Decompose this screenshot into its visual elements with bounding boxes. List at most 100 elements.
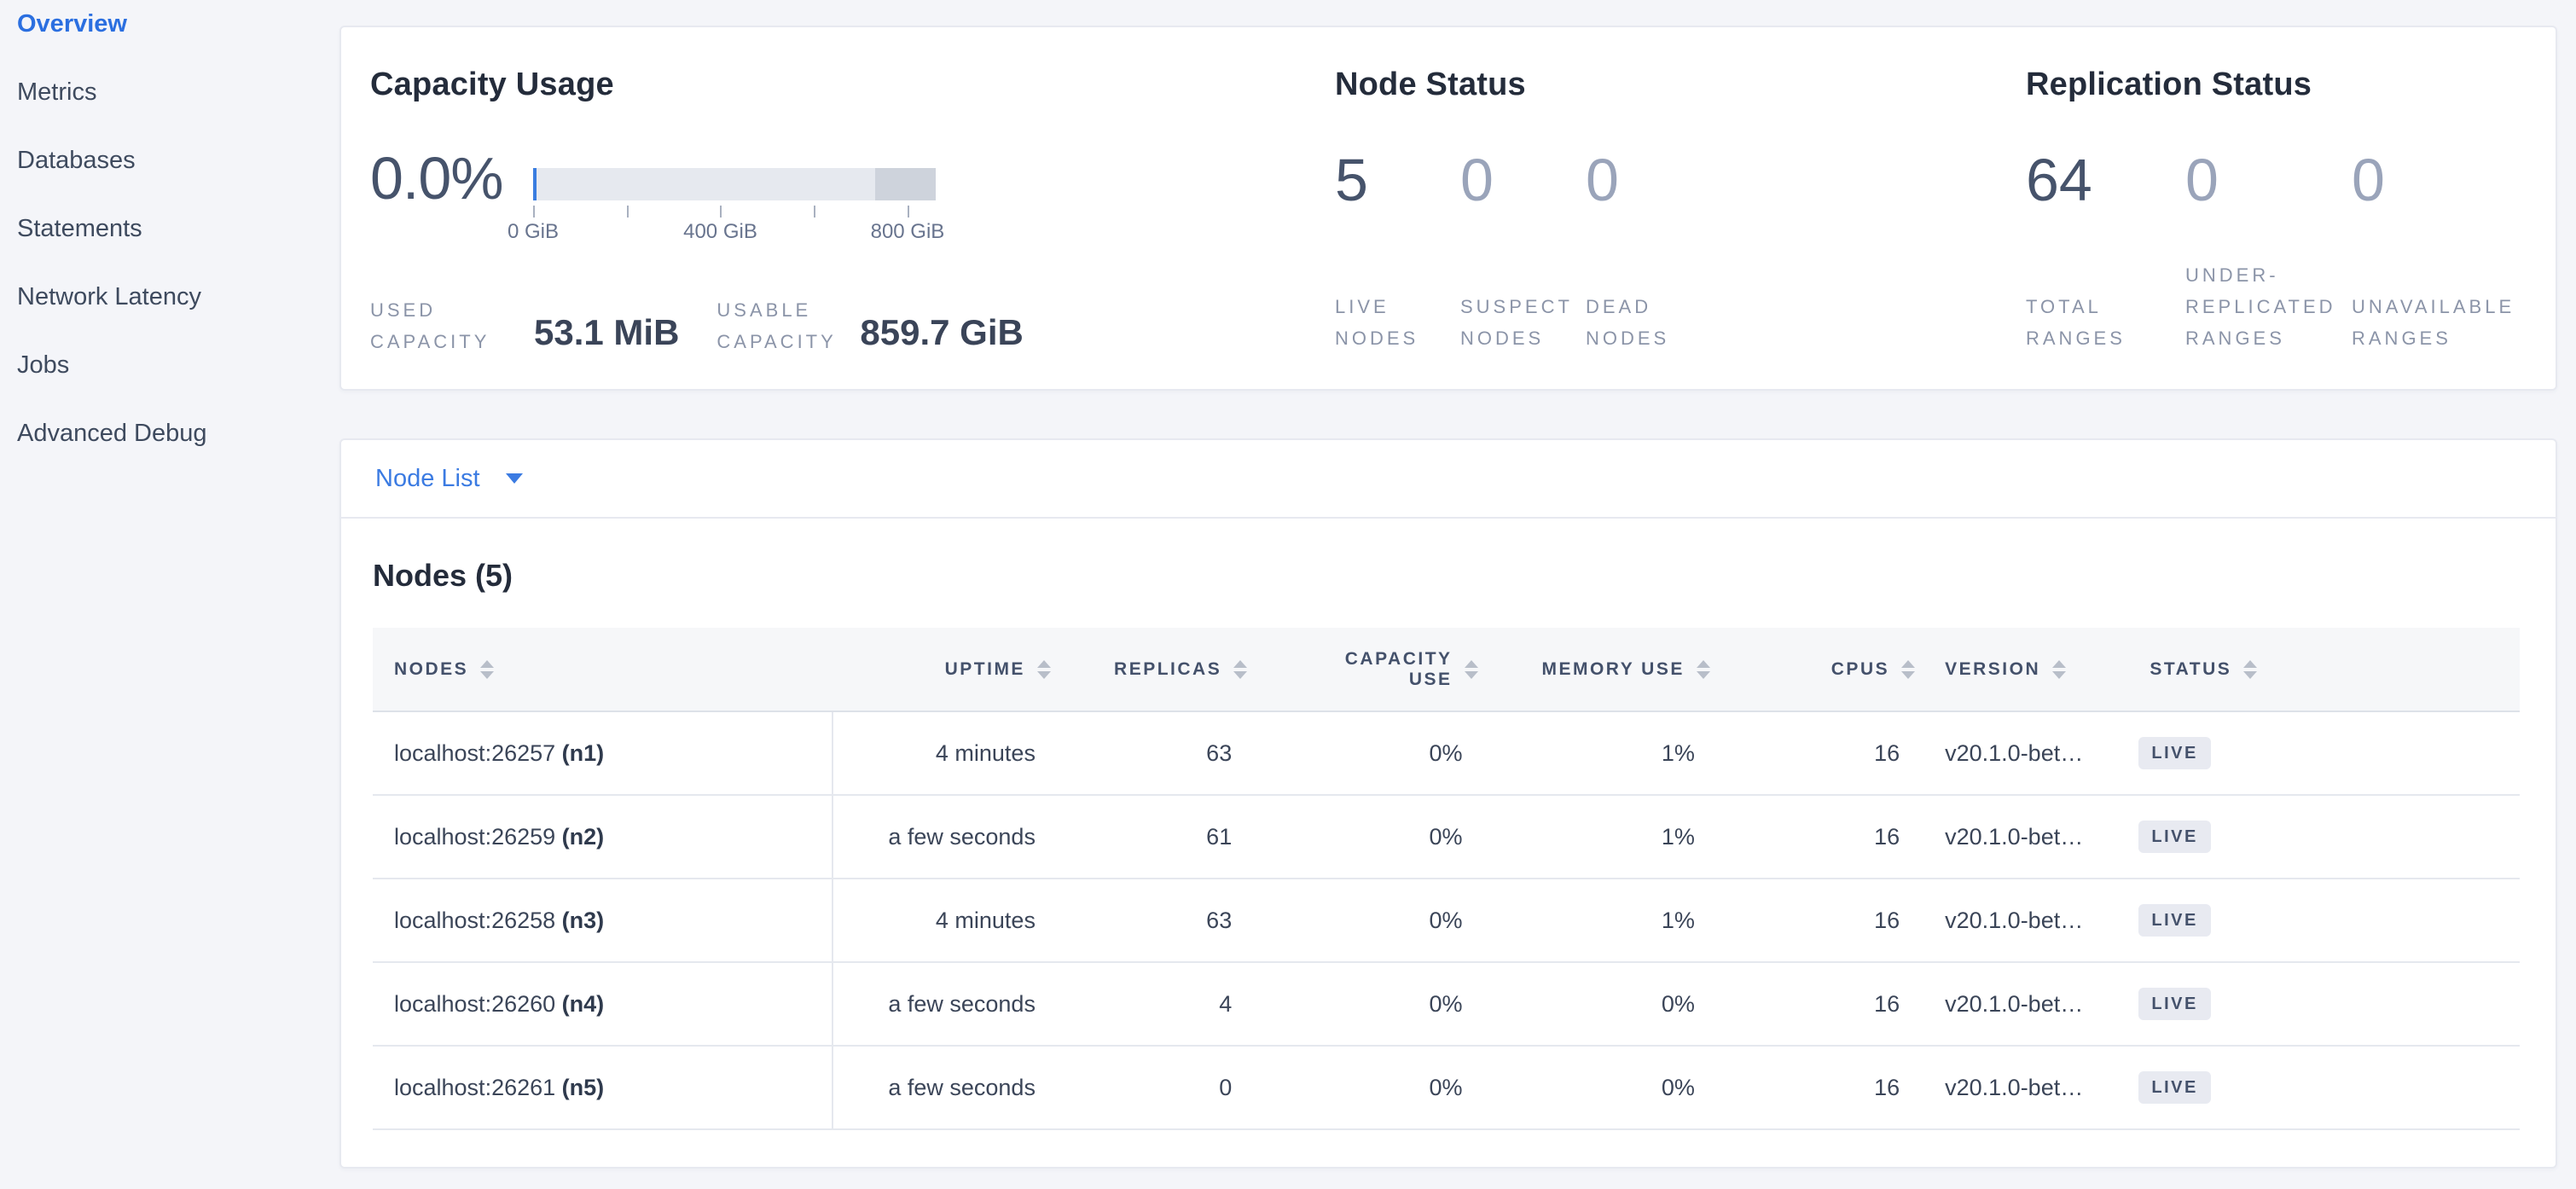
nodes-table-section: Nodes (5) NODES UPTIME REPLICAS CAPACITY US… [341, 558, 2556, 1130]
column-header-memory-use[interactable]: MEMORY USE [1486, 628, 1719, 712]
column-header-uptime[interactable]: UPTIME [832, 628, 1059, 712]
suspect-nodes-label: SUSPECT NODES [1460, 296, 1573, 349]
capacity-use-cell: 0% [1256, 1046, 1487, 1130]
column-header-replicas[interactable]: REPLICAS [1059, 628, 1256, 712]
column-header-capacity-use[interactable]: CAPACITY USE [1256, 628, 1487, 712]
total-ranges-value: 64 [2026, 147, 2092, 213]
column-header-cpus[interactable]: CPUS [1718, 628, 1924, 712]
nodes-table-title: Nodes (5) [373, 558, 513, 593]
uptime-cell: a few seconds [832, 795, 1059, 879]
sort-arrows-icon[interactable] [1036, 659, 1051, 679]
live-nodes-stat: 5 LIVE NODES [1335, 149, 1460, 354]
axis-tick-label: 800 GiB [870, 220, 945, 243]
replication-status-panel: Replication Status 64 TOTAL RANGES 0 UNDER-… [2026, 67, 2556, 389]
sort-asc-icon [1464, 659, 1478, 668]
node-address[interactable]: localhost:26261 [394, 1074, 556, 1100]
chevron-down-icon[interactable] [505, 473, 523, 484]
sidebar-item-advanced-debug[interactable]: Advanced Debug [17, 419, 207, 447]
sort-arrows-icon[interactable] [1901, 659, 1916, 679]
suspect-nodes-value: 0 [1460, 147, 1494, 213]
sort-asc-icon [1901, 659, 1916, 668]
sort-desc-icon [1233, 670, 1248, 679]
dead-nodes-value: 0 [1586, 147, 1619, 213]
node-address[interactable]: localhost:26260 [394, 990, 556, 1017]
sidebar-item-metrics[interactable]: Metrics [17, 78, 97, 106]
sort-arrows-icon[interactable] [2243, 659, 2258, 679]
column-label: CAPACITY USE [1344, 648, 1453, 689]
capacity-usage-panel: Capacity Usage 0.0% 0 GiB 400 GiB 800 GiB … [370, 67, 1335, 389]
sidebar-item-databases[interactable]: Databases [17, 146, 136, 174]
status-cell: LIVE [2128, 1046, 2520, 1130]
sort-arrows-icon[interactable] [1233, 659, 1248, 679]
sort-arrows-icon[interactable] [1696, 659, 1710, 679]
table-row: localhost:26259 (n2) a few seconds 61 0% 1% 1… [373, 795, 2520, 879]
sort-arrows-icon[interactable] [2052, 659, 2067, 679]
under-replicated-ranges-value: 0 [2185, 147, 2219, 213]
version-cell: v20.1.0-bet… [1923, 711, 2129, 796]
version-cell: v20.1.0-bet… [1923, 962, 2129, 1047]
sort-asc-icon [1696, 659, 1710, 668]
status-cell: LIVE [2128, 711, 2520, 796]
column-label: NODES [394, 658, 469, 679]
under-replicated-ranges-stat: 0 UNDER-REPLICATED RANGES [2185, 149, 2352, 354]
node-address-cell[interactable]: localhost:26259 (n2) [373, 795, 833, 879]
node-id: (n3) [561, 907, 605, 933]
used-capacity-marker [533, 168, 537, 200]
node-address[interactable]: localhost:26257 [394, 740, 556, 766]
capacity-gauge-dark-segment [875, 168, 936, 200]
capacity-use-cell: 0% [1256, 962, 1487, 1047]
node-address-cell[interactable]: localhost:26258 (n3) [373, 879, 833, 963]
sidebar-item-jobs[interactable]: Jobs [17, 351, 70, 379]
replicas-cell: 61 [1059, 795, 1256, 879]
sort-desc-icon [1036, 670, 1051, 679]
node-address-cell[interactable]: localhost:26260 (n4) [373, 962, 833, 1047]
node-address-cell[interactable]: localhost:26257 (n1) [373, 711, 833, 796]
usable-capacity-value: 859.7 GiB [860, 312, 1024, 352]
node-status-title: Node Status [1335, 67, 1526, 102]
sort-arrows-icon[interactable] [1464, 659, 1478, 679]
main-content: Capacity Usage 0.0% 0 GiB 400 GiB 800 GiB … [339, 0, 2557, 1169]
total-ranges-label: TOTAL RANGES [2026, 296, 2126, 349]
sidebar-item-network-latency[interactable]: Network Latency [17, 282, 201, 310]
node-address[interactable]: localhost:26258 [394, 907, 556, 933]
sort-arrows-icon[interactable] [480, 659, 495, 679]
cpus-cell: 16 [1718, 1046, 1924, 1130]
replicas-cell: 4 [1059, 962, 1256, 1047]
nodes-table-header-row: NODES UPTIME REPLICAS CAPACITY USE MEMORY US… [373, 628, 2520, 712]
under-replicated-ranges-label: UNDER-REPLICATED RANGES [2185, 264, 2336, 349]
axis-tick [533, 206, 535, 218]
column-label: UPTIME [944, 658, 1025, 679]
node-address[interactable]: localhost:26259 [394, 823, 556, 850]
axis-tick [907, 206, 909, 218]
used-capacity-label: USED CAPACITY [370, 299, 490, 352]
sort-desc-icon [1464, 670, 1478, 679]
node-list-dropdown-row: Node List [341, 440, 2556, 519]
capacity-usage-title: Capacity Usage [370, 67, 614, 102]
capacity-gauge-axis [533, 206, 936, 218]
uptime-cell: a few seconds [832, 1046, 1059, 1130]
status-cell: LIVE [2128, 879, 2520, 963]
sidebar-item-overview[interactable]: Overview [17, 9, 127, 38]
table-row: localhost:26261 (n5) a few seconds 0 0% 0% 16… [373, 1046, 2520, 1130]
table-row: localhost:26260 (n4) a few seconds 4 0% 0% 16… [373, 962, 2520, 1047]
sidebar-item-statements[interactable]: Statements [17, 214, 142, 242]
unavailable-ranges-label: UNAVAILABLE RANGES [2352, 296, 2515, 349]
live-nodes-label: LIVE NODES [1335, 296, 1419, 349]
column-header-version[interactable]: VERSION [1923, 628, 2129, 712]
cluster-summary-card: Capacity Usage 0.0% 0 GiB 400 GiB 800 GiB … [339, 26, 2557, 391]
node-id: (n5) [561, 1074, 605, 1100]
column-header-status[interactable]: STATUS [2128, 628, 2520, 712]
capacity-gauge-chart: 0 GiB 400 GiB 800 GiB [508, 168, 944, 245]
node-id: (n2) [561, 823, 605, 850]
version-cell: v20.1.0-bet… [1923, 795, 2129, 879]
node-list-dropdown[interactable]: Node List [375, 464, 480, 492]
column-label: MEMORY USE [1541, 658, 1685, 679]
cpus-cell: 16 [1718, 795, 1924, 879]
capacity-gauge-axis-labels: 0 GiB 400 GiB 800 GiB [508, 219, 944, 245]
live-status-badge: LIVE [2138, 737, 2211, 769]
cpus-cell: 16 [1718, 711, 1924, 796]
node-address-cell[interactable]: localhost:26261 (n5) [373, 1046, 833, 1130]
version-cell: v20.1.0-bet… [1923, 1046, 2129, 1130]
memory-use-cell: 1% [1486, 711, 1719, 796]
column-header-nodes[interactable]: NODES [373, 628, 833, 712]
